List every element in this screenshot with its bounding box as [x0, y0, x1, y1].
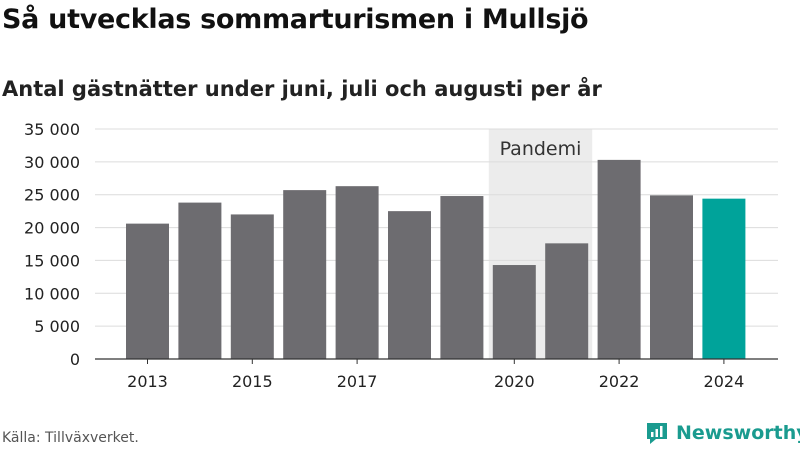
- chart-title: Så utvecklas sommarturismen i Mullsjö: [2, 4, 589, 35]
- bar-2022: [597, 159, 641, 359]
- chart-subtitle: Antal gästnätter under juni, juli och au…: [2, 77, 602, 101]
- x-tick-label: 2020: [494, 372, 535, 391]
- y-tick-label: 15 000: [24, 251, 80, 270]
- bar-2014: [178, 202, 222, 359]
- bar-2018: [388, 211, 431, 359]
- pandemic-label: Pandemi: [500, 138, 582, 160]
- x-tick-label: 2013: [127, 372, 168, 391]
- y-tick-label: 0: [70, 350, 80, 369]
- y-tick-label: 30 000: [24, 153, 80, 172]
- bar-2023: [650, 195, 693, 359]
- x-tick-label: 2024: [704, 372, 745, 391]
- source-note: Källa: Tillväxverket.: [2, 430, 139, 446]
- bar-2020: [492, 265, 536, 359]
- x-tick-label: 2017: [337, 372, 378, 391]
- bar-2016: [283, 190, 327, 359]
- brand-logo: Newsworthy: [644, 420, 800, 446]
- y-tick-label: 25 000: [24, 186, 80, 205]
- newsworthy-logo-icon: [647, 423, 667, 444]
- bar-2024: [702, 198, 746, 359]
- bar-2013: [126, 223, 169, 359]
- y-tick-label: 35 000: [24, 120, 80, 139]
- bar-2021: [545, 243, 589, 359]
- x-tick-label: 2015: [232, 372, 273, 391]
- bar-2019: [440, 196, 484, 359]
- brand-name: Newsworthy: [676, 422, 800, 444]
- y-tick-label: 20 000: [24, 219, 80, 238]
- x-tick-label: 2022: [599, 372, 640, 391]
- y-tick-label: 5 000: [34, 317, 80, 336]
- y-tick-label: 10 000: [24, 284, 80, 303]
- bar-2015: [230, 214, 274, 359]
- bar-2017: [335, 186, 379, 359]
